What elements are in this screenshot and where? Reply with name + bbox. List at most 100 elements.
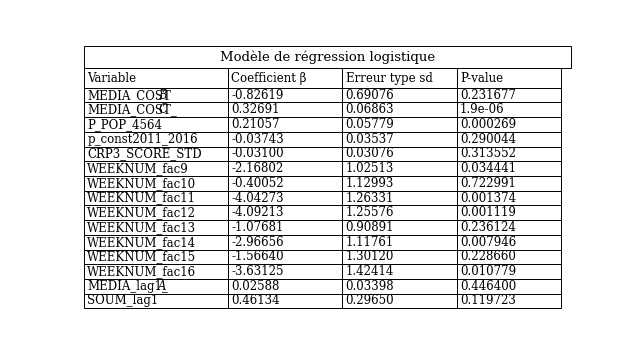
Text: WEEKNUM_fac13: WEEKNUM_fac13 [88,221,196,234]
Bar [457,147,562,161]
Bar [84,147,227,161]
Text: P-value: P-value [460,72,504,85]
Text: 0.290044: 0.290044 [460,133,516,146]
Text: WEEKNUM_fac12: WEEKNUM_fac12 [88,206,196,219]
Bar [342,205,457,220]
Text: -0.40052: -0.40052 [231,177,284,190]
Text: 0.001119: 0.001119 [460,206,516,219]
Text: WEEKNUM_fac15: WEEKNUM_fac15 [88,250,196,263]
Text: -0.03743: -0.03743 [231,133,284,146]
Bar [84,191,227,205]
Text: 0.034441: 0.034441 [460,162,516,175]
Bar [457,235,562,250]
Bar [457,250,562,264]
Text: P_POP_4564: P_POP_4564 [88,118,162,131]
Bar [84,235,227,250]
Bar [457,132,562,147]
Text: p_const2011_2016: p_const2011_2016 [88,133,198,146]
Text: WEEKNUM_fac9: WEEKNUM_fac9 [88,162,189,175]
Text: -3.63125: -3.63125 [231,265,284,278]
Text: -1.56640: -1.56640 [231,250,284,263]
Bar [227,102,342,117]
Text: 0.90891: 0.90891 [346,221,394,234]
Bar [342,102,457,117]
Bar [342,250,457,264]
Bar [84,102,227,117]
Bar [457,279,562,294]
Text: 0.03398: 0.03398 [346,280,394,293]
Bar [227,191,342,205]
Text: WEEKNUM_fac14: WEEKNUM_fac14 [88,236,196,249]
Text: MEDIA_COST_: MEDIA_COST_ [88,103,177,116]
Bar [84,68,227,88]
Bar [342,88,457,102]
Text: 0.007946: 0.007946 [460,236,516,249]
Bar [457,176,562,191]
Bar [457,205,562,220]
Text: 0.446400: 0.446400 [460,280,516,293]
Text: 0.02588: 0.02588 [231,280,279,293]
Bar [457,220,562,235]
Text: 0.228660: 0.228660 [460,250,516,263]
Bar [227,235,342,250]
Bar [457,294,562,308]
Text: 0.21057: 0.21057 [231,118,279,131]
Text: SOUM_lag1: SOUM_lag1 [88,294,158,307]
Bar [342,117,457,132]
Bar [84,250,227,264]
Text: 0.119723: 0.119723 [460,294,516,307]
Bar [227,176,342,191]
Bar [84,88,227,102]
Bar [84,132,227,147]
Bar [342,220,457,235]
Bar [227,132,342,147]
Text: CRP3_SCORE_STD: CRP3_SCORE_STD [88,147,202,160]
Text: Modèle de régression logistique: Modèle de régression logistique [220,51,435,64]
Text: 0.29650: 0.29650 [346,294,394,307]
Text: WEEKNUM_fac10: WEEKNUM_fac10 [88,177,196,190]
Bar [342,264,457,279]
Text: 0.000269: 0.000269 [460,118,516,131]
Text: 0.03537: 0.03537 [346,133,394,146]
Text: 0.05779: 0.05779 [346,118,394,131]
Text: -4.09213: -4.09213 [231,206,284,219]
Text: 1.42414: 1.42414 [346,265,394,278]
Text: 0.236124: 0.236124 [460,221,516,234]
Bar [227,88,342,102]
Text: 1.02513: 1.02513 [346,162,394,175]
Text: 1.26331: 1.26331 [346,192,394,205]
Bar [227,161,342,176]
Bar [457,161,562,176]
Bar [342,132,457,147]
Text: -2.96656: -2.96656 [231,236,284,249]
Text: -2.16802: -2.16802 [231,162,283,175]
Bar [84,176,227,191]
Text: 0.010779: 0.010779 [460,265,516,278]
Text: 0.03076: 0.03076 [346,147,394,160]
Bar [227,68,342,88]
Bar [457,264,562,279]
Bar [457,102,562,117]
Bar [84,205,227,220]
Bar [457,117,562,132]
Bar [84,117,227,132]
Text: -0.82619: -0.82619 [231,89,284,102]
Text: 0.06863: 0.06863 [346,103,394,116]
Bar [342,176,457,191]
Text: MEDIA_lag1_: MEDIA_lag1_ [88,280,168,293]
Bar [84,264,227,279]
Text: B: B [0,350,1,351]
Text: 0.313552: 0.313552 [460,147,516,160]
Text: 0.69076: 0.69076 [346,89,394,102]
Bar [342,147,457,161]
Text: Variable: Variable [88,72,137,85]
Bar [227,220,342,235]
Bar [342,68,457,88]
Bar [457,191,562,205]
Text: 0.46134: 0.46134 [231,294,280,307]
Bar [227,264,342,279]
Bar [342,235,457,250]
Text: MEDIA_COST_: MEDIA_COST_ [88,89,177,102]
Text: 1.30120: 1.30120 [346,250,394,263]
Bar [342,191,457,205]
